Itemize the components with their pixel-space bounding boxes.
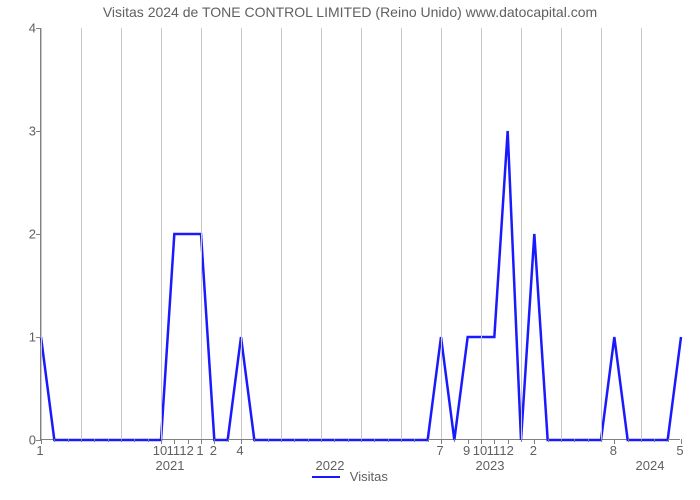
x-tick-label: 11 xyxy=(487,443,501,458)
x-tick-label: 4 xyxy=(236,443,243,458)
grid-line-v xyxy=(641,28,642,439)
plot-area xyxy=(40,28,680,440)
grid-line-v xyxy=(201,28,202,439)
x-minor-tick xyxy=(641,439,642,442)
x-tick-label: 1 xyxy=(36,443,43,458)
x-minor-tick xyxy=(108,439,109,442)
chart-container: Visitas 2024 de TONE CONTROL LIMITED (Re… xyxy=(0,0,700,500)
x-minor-tick xyxy=(334,439,335,442)
x-tick-label: 11 xyxy=(167,443,181,458)
x-minor-tick xyxy=(401,439,402,442)
x-tick-label: 12 xyxy=(179,443,193,458)
x-minor-tick xyxy=(428,439,429,442)
x-minor-tick xyxy=(81,439,82,442)
grid-line-v xyxy=(401,28,402,439)
y-tick xyxy=(36,337,41,338)
y-tick-label: 0 xyxy=(0,433,36,448)
x-minor-tick xyxy=(281,439,282,442)
x-minor-tick xyxy=(588,439,589,442)
x-year-label: 2024 xyxy=(636,458,665,473)
x-minor-tick xyxy=(628,439,629,442)
x-tick-label: 8 xyxy=(610,443,617,458)
x-minor-tick xyxy=(454,439,455,442)
y-tick-label: 2 xyxy=(0,227,36,242)
x-minor-tick xyxy=(388,439,389,442)
x-minor-tick xyxy=(254,439,255,442)
x-minor-tick xyxy=(414,439,415,442)
grid-line-v xyxy=(521,28,522,439)
x-tick-label: 7 xyxy=(436,443,443,458)
x-tick-label: 2 xyxy=(530,443,537,458)
y-tick-label: 4 xyxy=(0,21,36,36)
grid-line-v xyxy=(161,28,162,439)
x-minor-tick xyxy=(228,439,229,442)
x-minor-tick xyxy=(308,439,309,442)
x-minor-tick xyxy=(121,439,122,442)
y-tick xyxy=(36,131,41,132)
grid-line-v xyxy=(81,28,82,439)
x-minor-tick xyxy=(148,439,149,442)
x-minor-tick xyxy=(294,439,295,442)
x-minor-tick xyxy=(521,439,522,442)
x-minor-tick xyxy=(654,439,655,442)
grid-line-v xyxy=(121,28,122,439)
x-minor-tick xyxy=(134,439,135,442)
y-tick-label: 1 xyxy=(0,330,36,345)
x-tick-label: 1 xyxy=(196,443,203,458)
x-minor-tick xyxy=(574,439,575,442)
grid-line-v xyxy=(601,28,602,439)
x-minor-tick xyxy=(348,439,349,442)
y-tick xyxy=(36,234,41,235)
legend-swatch xyxy=(312,476,340,478)
grid-line-v xyxy=(561,28,562,439)
x-minor-tick xyxy=(268,439,269,442)
x-tick-label: 2 xyxy=(210,443,217,458)
grid-line-v xyxy=(441,28,442,439)
x-minor-tick xyxy=(54,439,55,442)
legend: Visitas xyxy=(0,468,700,484)
grid-line-v xyxy=(281,28,282,439)
grid-line-v xyxy=(241,28,242,439)
x-year-label: 2022 xyxy=(316,458,345,473)
x-minor-tick xyxy=(68,439,69,442)
x-minor-tick xyxy=(548,439,549,442)
plot-wrap xyxy=(40,28,680,440)
x-tick-label: 10 xyxy=(153,443,167,458)
y-tick-label: 3 xyxy=(0,124,36,139)
x-minor-tick xyxy=(321,439,322,442)
grid-line-v xyxy=(321,28,322,439)
x-tick-label: 10 xyxy=(473,443,487,458)
x-minor-tick xyxy=(668,439,669,442)
x-minor-tick xyxy=(94,439,95,442)
x-tick-label: 12 xyxy=(499,443,513,458)
grid-line-v xyxy=(361,28,362,439)
x-minor-tick xyxy=(601,439,602,442)
x-minor-tick xyxy=(561,439,562,442)
legend-label: Visitas xyxy=(350,469,388,484)
x-minor-tick xyxy=(374,439,375,442)
x-year-label: 2021 xyxy=(156,458,185,473)
x-minor-tick xyxy=(361,439,362,442)
grid-line-v xyxy=(481,28,482,439)
x-tick-label: 9 xyxy=(463,443,470,458)
x-tick-label: 5 xyxy=(676,443,683,458)
chart-title: Visitas 2024 de TONE CONTROL LIMITED (Re… xyxy=(0,4,700,20)
y-tick xyxy=(36,28,41,29)
grid-line-v xyxy=(41,28,42,439)
x-year-label: 2023 xyxy=(476,458,505,473)
